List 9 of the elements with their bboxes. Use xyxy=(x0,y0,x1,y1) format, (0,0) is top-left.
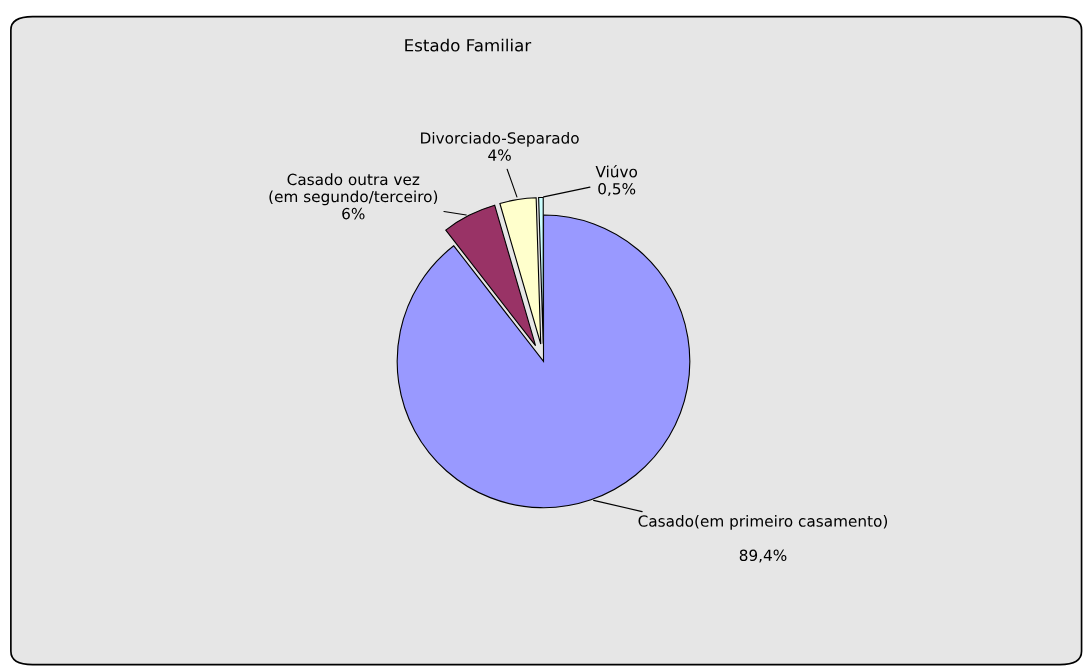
data-label: 4% xyxy=(488,149,511,161)
data-label: 6% xyxy=(342,207,365,220)
data-label: 0,5% xyxy=(598,182,636,197)
slice-label: Casado outra vez (em segundo/terceiro) xyxy=(269,173,438,206)
slice-label: Divorciado-Separado xyxy=(421,131,579,147)
slice-label: Viúvo xyxy=(595,164,638,178)
data-label: 89,4% xyxy=(739,549,787,563)
chart-title: Estado Familiar xyxy=(405,38,532,52)
slice-label: Casado(em primeiro casamento) xyxy=(638,515,888,530)
